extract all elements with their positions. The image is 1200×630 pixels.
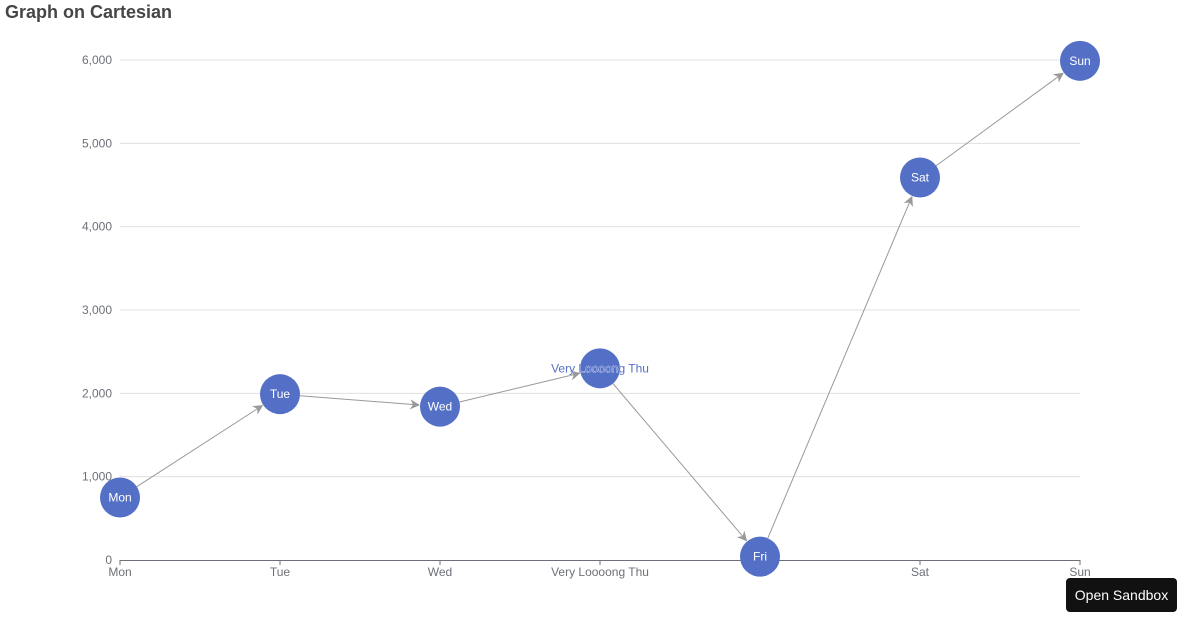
y-tick-label: 5,000 (82, 136, 112, 150)
node-label: Tue (270, 387, 291, 401)
y-tick-label: 1,000 (82, 470, 112, 484)
graph-edge (136, 405, 264, 488)
node-circle[interactable] (420, 386, 460, 427)
open-sandbox-button[interactable]: Open Sandbox (1066, 578, 1177, 612)
graph-edge (767, 195, 913, 539)
node-circle[interactable] (900, 157, 940, 198)
node-circle[interactable] (580, 348, 620, 389)
graph-node[interactable]: Very Loooong Thu (551, 348, 649, 389)
x-tick-label: Very Loooong Thu (551, 565, 649, 579)
graph-edge (299, 395, 421, 410)
graph-node[interactable]: Tue (260, 374, 300, 415)
graph-node[interactable]: Fri (740, 536, 780, 577)
graph-node[interactable]: Sat (900, 157, 940, 198)
y-tick-label: 0 (105, 553, 112, 567)
node-label: Very Loooong Thu (551, 361, 649, 375)
graph-node[interactable]: Mon (100, 477, 140, 518)
chart-title: Graph on Cartesian (5, 2, 173, 22)
node-circle[interactable] (100, 477, 140, 518)
node-label: Sat (911, 171, 930, 185)
y-tick-label: 4,000 (82, 220, 112, 234)
node-circle[interactable] (1060, 40, 1100, 81)
node-circle[interactable] (260, 374, 300, 415)
y-tick-label: 2,000 (82, 386, 112, 400)
graph-edge (935, 72, 1064, 167)
x-tick-label: Mon (108, 565, 131, 579)
edges (136, 72, 1064, 542)
graph-node[interactable]: Wed (420, 386, 460, 427)
node-label: Wed (428, 400, 452, 414)
node-label: Sun (1069, 54, 1090, 68)
y-tick-label: 3,000 (82, 303, 112, 317)
node-label: Mon (108, 491, 131, 505)
node-label: Fri (753, 550, 767, 564)
x-tick-label: Tue (270, 565, 291, 579)
grid-lines (120, 59, 1080, 478)
axes: 0 1,000 2,000 3,000 4,000 5,000 6,000 Mon Tue Wed… (82, 53, 1091, 579)
nodes: Mon Tue Wed Very Loooong Thu Fri Sat Sun (100, 40, 1100, 577)
x-tick-label: Wed (428, 565, 452, 579)
graph-edge (459, 370, 581, 403)
x-tick-label: Sun (1069, 565, 1090, 579)
graph-edge (612, 383, 748, 542)
node-circle[interactable] (740, 536, 780, 577)
graph-node[interactable]: Sun (1060, 40, 1100, 81)
y-tick-label: 6,000 (82, 53, 112, 67)
x-tick-label: Sat (911, 565, 930, 579)
